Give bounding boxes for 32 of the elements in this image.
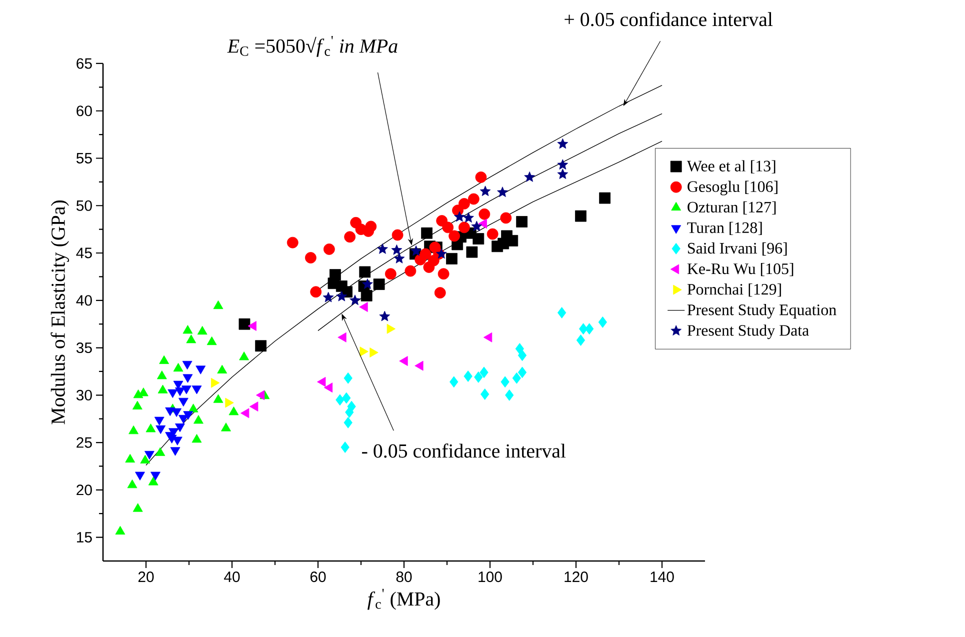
legend-label: Ozturan [127] bbox=[688, 201, 776, 215]
legend-label: Turan [128] bbox=[687, 222, 762, 236]
legend-label: Present Study Equation bbox=[687, 304, 836, 319]
annotation: + 0.05 confidance interval bbox=[564, 12, 773, 26]
x-tick-label: 120 bbox=[564, 572, 588, 582]
annotation: E$_{C}$ =5050√f$_{c}$$^{'}$ in MPa bbox=[227, 36, 398, 57]
annotation: - 0.05 confidance interval bbox=[362, 443, 566, 458]
x-tick-label: 100 bbox=[478, 572, 502, 582]
legend-label: Ke-Ru Wu [105] bbox=[687, 262, 794, 276]
x-axis-title: f$_{c}$$^{'}$ (MPa) bbox=[368, 588, 440, 610]
y-axis-title: Modulus of Elasticity (GPa) bbox=[50, 200, 70, 424]
x-tick-label: 80 bbox=[396, 572, 412, 582]
legend-label: Present Study Data bbox=[687, 324, 809, 340]
y-tick-label: 45 bbox=[76, 248, 92, 258]
y-tick-label: 30 bbox=[76, 390, 92, 400]
y-tick-label: 50 bbox=[76, 200, 92, 211]
legend-label: Wee et al [13] bbox=[686, 160, 776, 174]
y-tick-label: 20 bbox=[76, 484, 92, 496]
legend-label: Said Irvani [96] bbox=[688, 242, 787, 256]
x-tick-label: 140 bbox=[650, 572, 674, 582]
y-tick-label: 25 bbox=[76, 437, 92, 448]
y-tick-label: 55 bbox=[76, 153, 92, 164]
legend-label: Pornchai [129] bbox=[687, 283, 781, 297]
x-tick-label: 60 bbox=[310, 572, 326, 582]
y-tick-label: 65 bbox=[76, 58, 92, 69]
y-tick-label: 60 bbox=[76, 106, 92, 116]
y-tick-label: 40 bbox=[76, 295, 92, 306]
y-tick-label: 35 bbox=[76, 342, 92, 354]
x-tick-label: 40 bbox=[224, 572, 240, 582]
y-tick-label: 15 bbox=[77, 532, 92, 543]
x-tick-label: 20 bbox=[138, 572, 154, 582]
legend-label: Gesoglu [106] bbox=[688, 180, 778, 196]
